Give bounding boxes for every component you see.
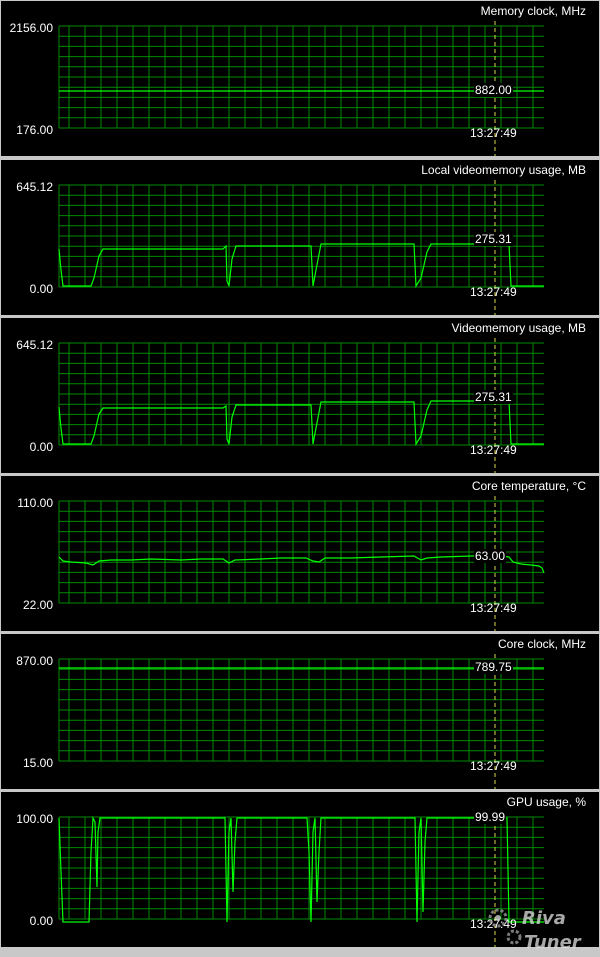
- current-value-label: 99.99: [474, 810, 507, 824]
- graph-local-videomemory-plot: [58, 180, 544, 315]
- grid-lines: [58, 184, 544, 288]
- graph-title: Videomemory usage, MB: [451, 321, 586, 335]
- logo-text-top: Riva: [522, 908, 566, 929]
- gear-icon: [506, 929, 522, 945]
- y-min-label: 0.00: [29, 440, 53, 454]
- logo-text-bottom: Tuner: [524, 932, 582, 953]
- current-value-label: 63.00: [474, 549, 507, 563]
- y-min-label: 0.00: [29, 282, 53, 296]
- time-label: 13:27:49: [470, 443, 517, 457]
- graph-local-videomemory[interactable]: Local videomemory usage, MB 645.12 0.00 …: [1, 160, 599, 315]
- graph-memory-clock[interactable]: Memory clock, MHz 2156.00 176.00 882.00 …: [1, 1, 599, 156]
- graph-title: Memory clock, MHz: [480, 4, 586, 18]
- grid-lines: [58, 500, 544, 604]
- time-label: 13:27:49: [470, 285, 517, 299]
- graph-gpu-usage[interactable]: GPU usage, % 100.00 0.00 99.99 13:27:49: [1, 792, 599, 947]
- graph-videomemory[interactable]: Videomemory usage, MB 645.12 0.00 275.31…: [1, 318, 599, 473]
- current-value-label: 789.75: [474, 660, 513, 674]
- y-max-label: 645.12: [16, 338, 53, 352]
- y-max-label: 645.12: [16, 180, 53, 194]
- y-min-label: 0.00: [29, 914, 53, 928]
- graph-title: Core clock, MHz: [497, 637, 586, 651]
- y-max-label: 110.00: [17, 496, 53, 510]
- current-value-label: 275.31: [474, 232, 513, 246]
- grid-lines: [58, 816, 544, 920]
- rivatuner-logo: Riva Tuner: [488, 908, 582, 953]
- graph-title: GPU usage, %: [506, 795, 586, 809]
- y-min-label: 15.00: [22, 756, 53, 770]
- current-value-label: 882.00: [474, 83, 513, 97]
- time-label: 13:27:49: [470, 759, 517, 773]
- graph-title: Local videomemory usage, MB: [421, 163, 586, 177]
- y-min-label: 176.00: [16, 123, 53, 137]
- graph-core-temperature-plot: [58, 496, 545, 631]
- grid-lines: [58, 658, 544, 762]
- time-label: 13:27:49: [470, 126, 517, 140]
- current-value-label: 275.31: [474, 390, 513, 404]
- graph-core-clock[interactable]: Core clock, MHz 870.00 15.00 789.75 13:2…: [1, 634, 599, 789]
- y-max-label: 2156.00: [9, 21, 53, 35]
- y-min-label: 22.00: [22, 598, 53, 612]
- graph-gpu-usage-plot: [58, 812, 544, 947]
- gear-icon: [488, 908, 508, 928]
- graph-core-temperature[interactable]: Core temperature, °C 110.00 22.00 63.00 …: [1, 476, 599, 631]
- graph-core-clock-plot: [58, 654, 544, 789]
- y-max-label: 870.00: [16, 654, 53, 668]
- grid-lines: [58, 25, 544, 129]
- grid-lines: [58, 342, 544, 446]
- time-label: 13:27:49: [470, 601, 517, 615]
- graph-title: Core temperature, °C: [471, 479, 586, 493]
- graph-videomemory-plot: [58, 338, 544, 473]
- graph-memory-clock-plot: [58, 21, 544, 156]
- y-max-label: 100.00: [16, 812, 53, 826]
